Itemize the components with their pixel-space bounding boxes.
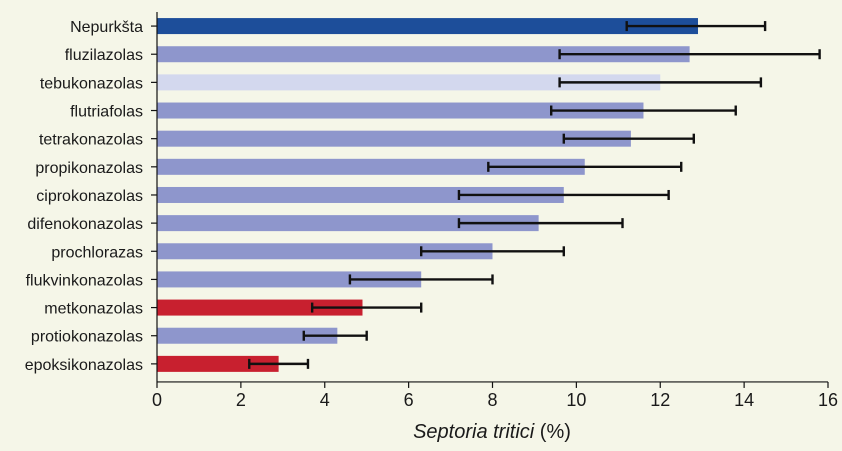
bar-11: [157, 327, 338, 344]
bar-6: [157, 186, 564, 203]
bars-layer: [157, 18, 698, 372]
bar-7: [157, 215, 539, 232]
category-label-10: metkonazolas: [44, 301, 143, 318]
axes: 0 2 4 6 8 10 12 14 16: [151, 12, 838, 410]
bar-3: [157, 102, 644, 119]
category-labels: Nepurkšta fluzilazolas tebukonazolas flutri…: [25, 19, 143, 374]
error-bars-layer: [248, 21, 821, 369]
bar-8: [157, 243, 493, 260]
bar-4: [157, 130, 631, 147]
category-label-9: flukvinkonazolas: [26, 272, 143, 289]
x-tick-label-2: 4: [320, 390, 330, 410]
x-axis-title: Septoria tritici (%): [413, 421, 571, 443]
x-tick-label-0: 0: [152, 390, 162, 410]
x-tick-label-6: 12: [650, 390, 670, 410]
category-label-5: propikonazolas: [35, 160, 143, 177]
x-axis-title-unit: (%): [534, 421, 571, 443]
category-label-12: epoksikonazolas: [25, 357, 143, 374]
x-tick-label-3: 6: [404, 390, 414, 410]
category-label-4: tetrakonazolas: [39, 132, 143, 149]
category-label-2: tebukonazolas: [40, 75, 143, 92]
category-label-1: fluzilazolas: [65, 47, 143, 64]
x-tick-label-4: 8: [487, 390, 497, 410]
bar-9: [157, 271, 422, 288]
bar-0: [157, 18, 698, 35]
x-axis-title-italic: Septoria tritici: [413, 421, 535, 443]
bar-2: [157, 74, 661, 91]
category-label-8: prochlorazas: [51, 244, 143, 261]
category-label-7: difenokonazolas: [27, 216, 143, 233]
x-tick-label-8: 16: [818, 390, 838, 410]
category-label-11: protiokonazolas: [31, 329, 143, 346]
x-tick-label-5: 10: [566, 390, 586, 410]
bar-5: [157, 158, 585, 175]
category-label-6: ciprokonazolas: [36, 188, 143, 205]
x-tick-label-7: 14: [734, 390, 754, 410]
category-label-0: Nepurkšta: [70, 19, 143, 36]
x-tick-label-1: 2: [236, 390, 246, 410]
category-label-3: flutriafolas: [70, 104, 143, 121]
bar-1: [157, 46, 690, 63]
